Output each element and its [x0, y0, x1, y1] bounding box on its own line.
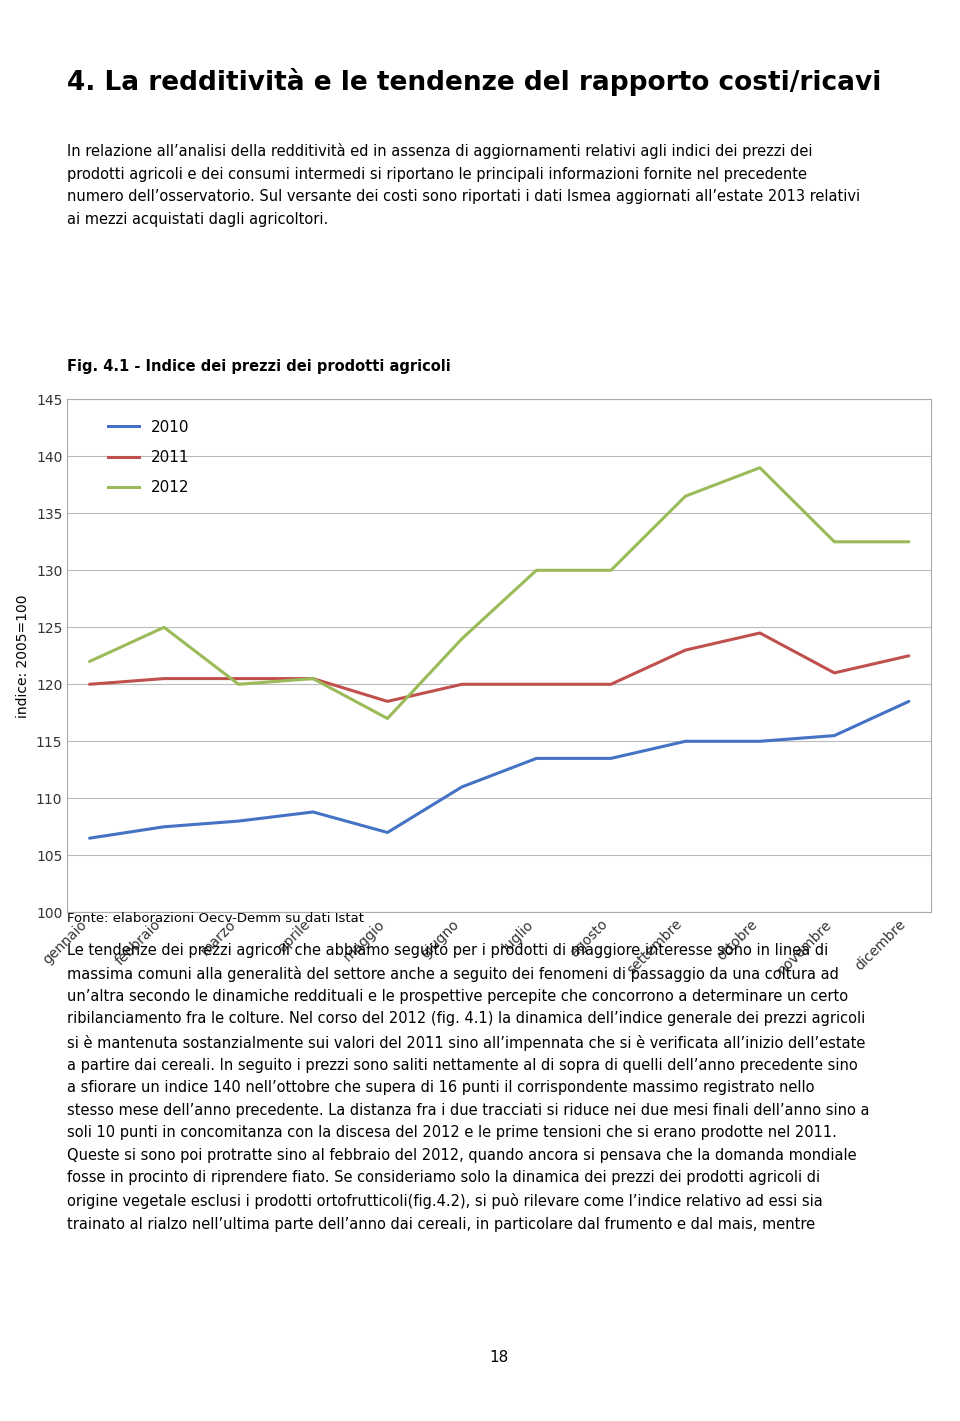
2010	[158, 818, 170, 836]
2010	[456, 779, 468, 796]
2012	[755, 459, 766, 476]
2011	[456, 676, 468, 693]
2011	[531, 676, 542, 693]
2012	[382, 710, 394, 728]
2012	[903, 533, 915, 550]
2010	[680, 733, 691, 750]
2012	[680, 487, 691, 504]
2010	[531, 750, 542, 767]
Line: 2012: 2012	[89, 468, 909, 719]
2010	[382, 824, 394, 841]
Text: 18: 18	[490, 1350, 509, 1366]
Text: In relazione all’analisi della redditività ed in assenza di aggiornamenti relati: In relazione all’analisi della redditivi…	[67, 144, 860, 227]
2011	[84, 676, 95, 693]
2012	[828, 533, 840, 550]
2010	[84, 830, 95, 847]
2010	[605, 750, 616, 767]
2011	[828, 665, 840, 682]
Line: 2010: 2010	[89, 702, 909, 838]
2012	[605, 561, 616, 578]
Text: 4. La redditività e le tendenze del rapporto costi/ricavi: 4. La redditività e le tendenze del rapp…	[67, 68, 881, 97]
2012	[456, 630, 468, 647]
2010	[828, 728, 840, 745]
2011	[680, 641, 691, 658]
2010	[903, 693, 915, 710]
2011	[232, 671, 244, 688]
2010	[307, 803, 319, 820]
2010	[232, 813, 244, 830]
Y-axis label: indice: 2005=100: indice: 2005=100	[16, 594, 31, 718]
2012	[531, 561, 542, 578]
2011	[158, 671, 170, 688]
2011	[307, 671, 319, 688]
2012	[158, 618, 170, 635]
2012	[84, 654, 95, 671]
2010	[755, 733, 766, 750]
2011	[903, 647, 915, 664]
Line: 2011: 2011	[89, 632, 909, 702]
Text: Fonte: elaborazioni Oecv-Demm su dati Istat: Fonte: elaborazioni Oecv-Demm su dati Is…	[67, 912, 364, 925]
Text: Fig. 4.1 - Indice dei prezzi dei prodotti agricoli: Fig. 4.1 - Indice dei prezzi dei prodott…	[67, 360, 451, 374]
2012	[232, 676, 244, 693]
Legend: 2010, 2011, 2012: 2010, 2011, 2012	[101, 412, 198, 503]
2011	[755, 624, 766, 641]
2011	[382, 693, 394, 710]
2011	[605, 676, 616, 693]
2012	[307, 671, 319, 688]
Text: Le tendenze dei prezzi agricoli che abbiamo seguito per i prodotti di maggiore i: Le tendenze dei prezzi agricoli che abbi…	[67, 942, 870, 1232]
